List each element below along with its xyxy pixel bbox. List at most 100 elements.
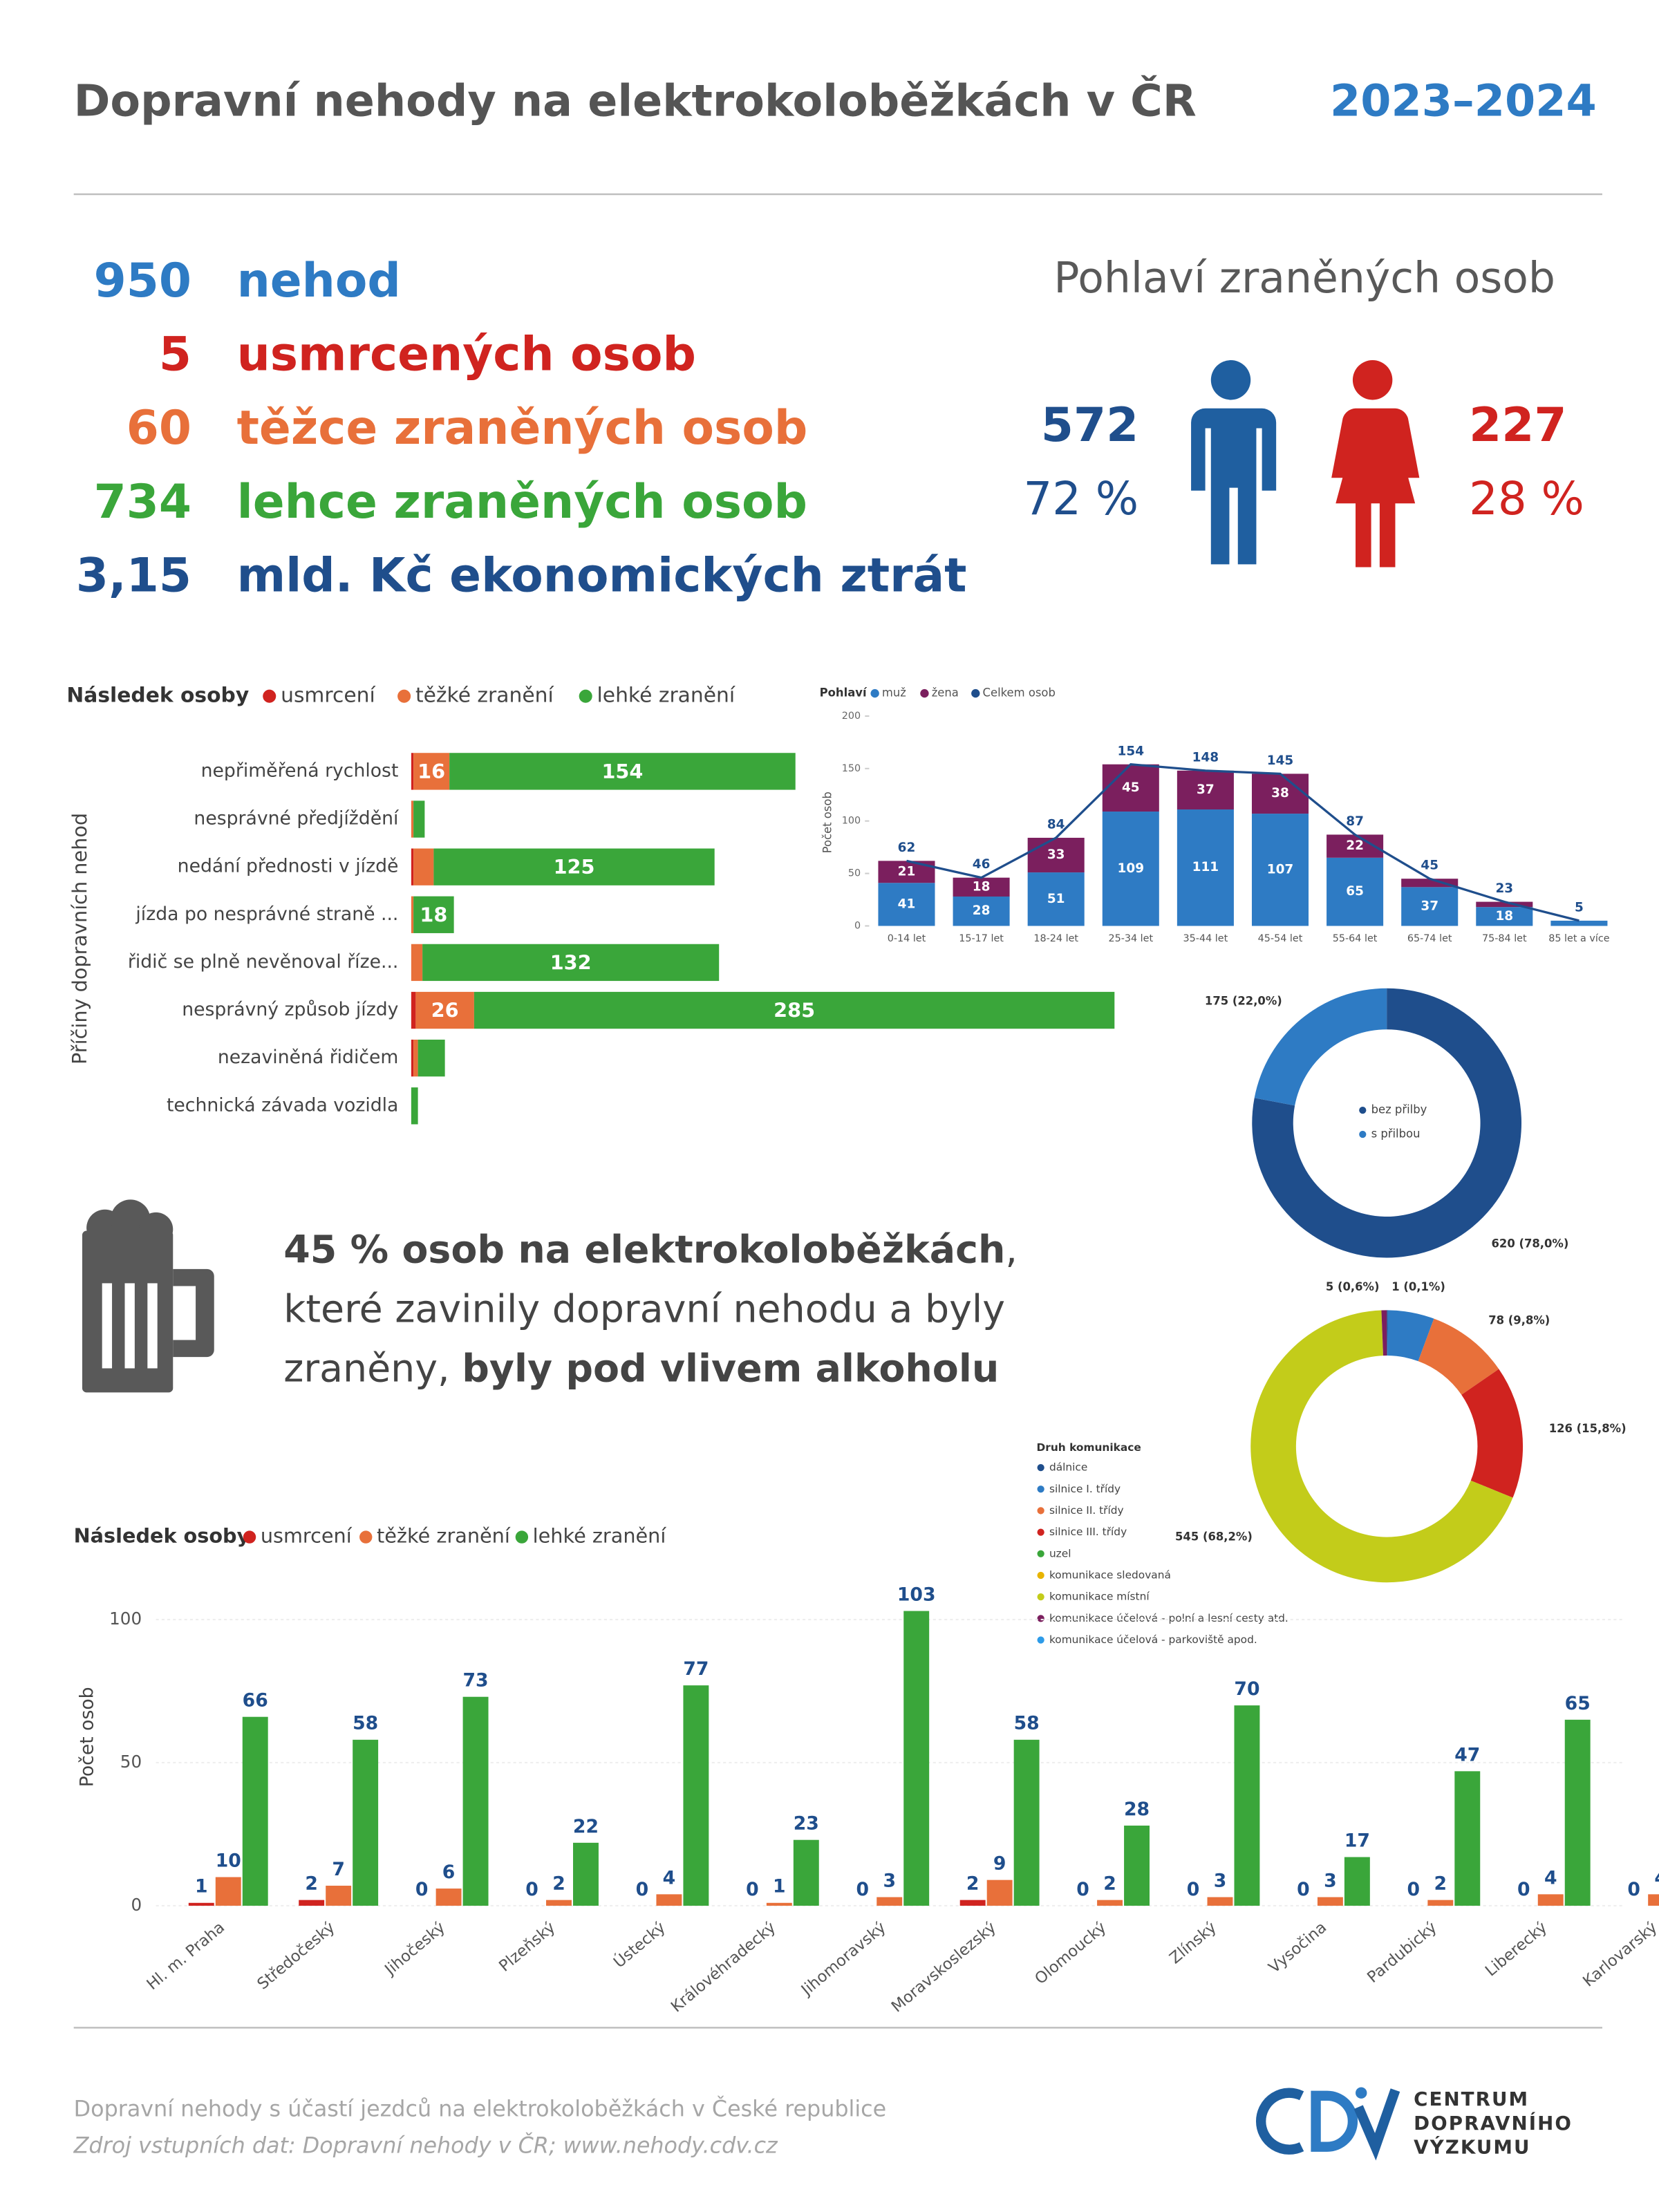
stat-value: 950 xyxy=(94,253,191,308)
x-tick-label: 85 let a více xyxy=(1548,933,1610,944)
x-tick-label: Jihomoravský xyxy=(797,1918,890,2000)
value-label: 6 xyxy=(442,1862,456,1883)
value-label: 111 xyxy=(1192,860,1219,874)
bar-segment xyxy=(415,991,474,1029)
value-label: 28 xyxy=(1124,1799,1150,1820)
legend-label: komunikace účelová - polní a lesní cesty… xyxy=(1049,1612,1288,1624)
bar xyxy=(1344,1857,1370,1906)
legend-label: lehké zranění xyxy=(533,1524,667,1548)
y-tick-label: 100 xyxy=(109,1609,142,1629)
bar xyxy=(877,1897,903,1906)
value-label: 21 xyxy=(898,864,916,879)
beer-icon xyxy=(82,1199,214,1393)
bar-segment xyxy=(449,753,796,790)
x-tick-label: 55-64 let xyxy=(1333,933,1378,944)
bar xyxy=(299,1900,325,1906)
value-label: 154 xyxy=(601,760,643,783)
category-label: řidič se plně nevěnoval říze... xyxy=(128,951,399,973)
title: Dopravní nehody na elektrokoloběžkách v … xyxy=(74,74,1197,126)
value-label: 17 xyxy=(1344,1830,1370,1851)
alcohol-text: zraněny, xyxy=(283,1347,462,1391)
value-label: 0 xyxy=(856,1879,869,1900)
stat-label: usmrcených osob xyxy=(237,326,696,381)
stat-label: těžce zraněných osob xyxy=(237,400,808,455)
value-label: 2 xyxy=(966,1873,980,1895)
x-tick-label: 0-14 let xyxy=(888,933,926,944)
bar-segment xyxy=(411,1040,414,1077)
bar-segment xyxy=(418,1040,445,1077)
bar xyxy=(1564,1719,1591,1906)
value-label: 545 (68,2%) xyxy=(1175,1530,1253,1544)
legend-label: těžké zranění xyxy=(415,684,555,708)
legend-label: těžké zranění xyxy=(377,1524,511,1548)
gender: Pohlaví zraněných osob 572 72 % 227 28 % xyxy=(1023,253,1584,568)
bar-segment xyxy=(474,991,1115,1029)
donut-slice xyxy=(1254,988,1387,1106)
alcohol-line: zraněny, byly pod vlivem alkoholu xyxy=(283,1347,999,1391)
bar xyxy=(435,1888,462,1906)
alcohol-bold: byly pod vlivem alkoholu xyxy=(462,1347,999,1391)
value-label: 3 xyxy=(883,1870,896,1891)
stat-value: 3,15 xyxy=(76,547,191,602)
x-tick-label: Vysočina xyxy=(1266,1918,1331,1977)
value-label: 125 xyxy=(554,855,595,879)
bar-segment xyxy=(1251,814,1309,926)
y-axis-title: Příčiny dopravních nehod xyxy=(68,813,91,1065)
value-label: 87 xyxy=(1346,814,1364,829)
legend-marker xyxy=(870,688,879,698)
legend-marker xyxy=(1359,1107,1367,1114)
value-label: 18 xyxy=(420,903,447,926)
value-label: 175 (22,0%) xyxy=(1205,995,1282,1008)
value-label: 77 xyxy=(683,1658,709,1680)
legend-label: bez přilby xyxy=(1371,1103,1427,1116)
value-label: 103 xyxy=(897,1584,936,1605)
value-label: 5 (0,6%) xyxy=(1326,1280,1380,1293)
legend-marker xyxy=(1037,1485,1044,1493)
value-label: 2 xyxy=(1103,1873,1116,1895)
x-tick-label: 18-24 let xyxy=(1033,933,1078,944)
value-label: 23 xyxy=(1495,881,1513,896)
legend-label: usmrcení xyxy=(261,1524,353,1548)
donut-slice xyxy=(1387,1310,1434,1362)
value-label: 58 xyxy=(353,1713,378,1734)
bar xyxy=(1454,1771,1481,1906)
value-label: 0 xyxy=(746,1879,759,1900)
bar xyxy=(1537,1894,1564,1906)
value-label: 10 xyxy=(216,1850,241,1871)
legend-title: Následek osoby xyxy=(66,684,249,708)
bar-segment xyxy=(1550,920,1608,926)
legend-label: komunikace sledovaná xyxy=(1049,1568,1171,1581)
value-label: 41 xyxy=(898,897,916,911)
bar xyxy=(1234,1705,1260,1906)
women-share: 28 % xyxy=(1469,473,1584,525)
x-tick-label: 35-44 let xyxy=(1183,933,1228,944)
bar-segment xyxy=(1476,907,1533,926)
footer-source: Zdroj vstupních dat: Dopravní nehody v Č… xyxy=(73,2132,778,2159)
value-label: 18 xyxy=(973,879,991,894)
bar xyxy=(242,1716,268,1906)
legend-label: silnice I. třídy xyxy=(1049,1483,1121,1495)
bar-segment xyxy=(433,848,715,885)
donut-slice xyxy=(1461,1369,1524,1498)
value-label: 1 xyxy=(773,1876,786,1897)
legend-marker xyxy=(920,688,929,698)
value-label: 145 xyxy=(1267,753,1294,768)
x-tick-label: Plzeňský xyxy=(496,1918,559,1975)
alcohol-text: , xyxy=(1005,1228,1018,1272)
value-label: 148 xyxy=(1192,750,1219,765)
bar-segment xyxy=(1102,812,1159,926)
x-tick-label: Liberecký xyxy=(1482,1918,1550,1980)
bar xyxy=(326,1885,352,1906)
legend-label: dálnice xyxy=(1049,1461,1087,1474)
value-label: 2 xyxy=(1434,1873,1447,1895)
logo-text: DOPRAVNÍHO xyxy=(1414,2111,1573,2135)
bar xyxy=(903,1611,930,1906)
value-label: 4 xyxy=(663,1867,676,1888)
value-label: 22 xyxy=(573,1816,599,1837)
value-label: 46 xyxy=(973,857,991,872)
x-tick-label: Pardubický xyxy=(1364,1918,1441,1987)
value-label: 0 xyxy=(1297,1879,1310,1900)
x-tick-label: Středočeský xyxy=(254,1918,338,1993)
